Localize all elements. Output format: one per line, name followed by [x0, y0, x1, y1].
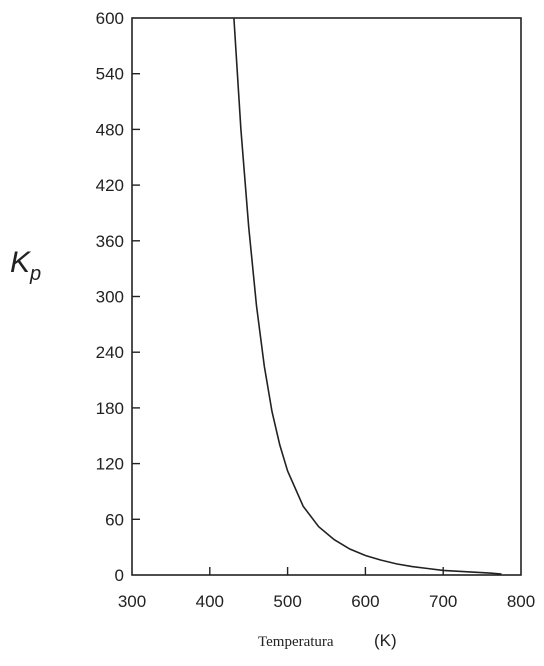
series-line — [233, 17, 502, 575]
y-axis-label: Kp — [10, 246, 41, 285]
y-tick-label: 180 — [96, 399, 124, 418]
x-tick-label: 300 — [118, 592, 146, 611]
y-tick-label: 480 — [96, 120, 124, 139]
x-tick-label: 600 — [351, 592, 379, 611]
y-tick-label: 420 — [96, 176, 124, 195]
x-axis-unit: (K) — [374, 631, 397, 650]
y-tick-label: 60 — [105, 510, 124, 529]
plot-frame — [131, 17, 522, 576]
x-tick-label: 700 — [429, 592, 457, 611]
x-tick-label: 500 — [273, 592, 301, 611]
y-tick-label: 240 — [96, 343, 124, 362]
y-axis-label-main: K — [10, 246, 32, 279]
y-tick-label: 120 — [96, 455, 124, 474]
x-axis-label: Temperatura — [258, 634, 334, 650]
y-tick-label: 300 — [96, 288, 124, 307]
x-tick-label: 400 — [196, 592, 224, 611]
y-tick-label: 0 — [115, 566, 124, 585]
y-axis-label-subscript: p — [29, 263, 41, 285]
x-axis-ticks: 300 400 500 600 700 800 — [118, 567, 535, 611]
y-axis-ticks: 0 60 120 180 240 300 360 420 480 540 600 — [96, 9, 140, 585]
y-tick-label: 600 — [96, 9, 124, 28]
y-tick-label: 360 — [96, 232, 124, 251]
y-tick-label: 540 — [96, 65, 124, 84]
x-tick-label: 800 — [507, 592, 535, 611]
